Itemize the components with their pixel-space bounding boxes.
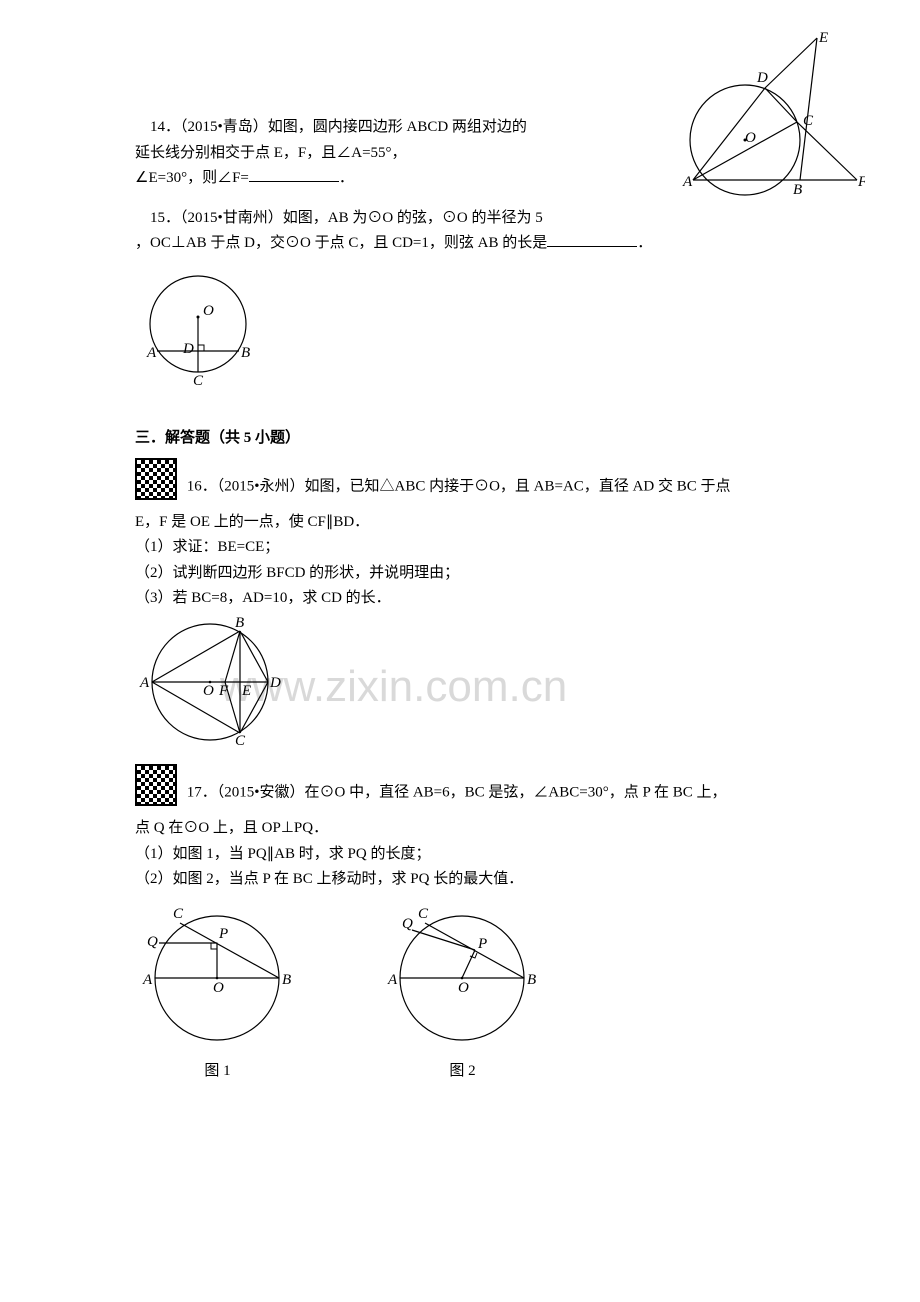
svg-text:D: D [269, 675, 281, 691]
svg-text:O: O [458, 980, 469, 996]
svg-text:A: A [142, 972, 153, 988]
svg-text:O: O [203, 683, 214, 699]
svg-text:F: F [857, 174, 865, 190]
figure-q16: A B C D O F E [135, 617, 285, 757]
svg-text:Q: Q [402, 916, 413, 932]
q15-line1: 15．（2015•甘南州）如图，AB 为⊙O 的弦，⊙O 的半径为 5 [135, 206, 790, 232]
q15-line2-pre: ，OC⊥AB 于点 D，交⊙O 于点 C，且 CD=1，则弦 AB 的长是 [135, 235, 547, 251]
svg-text:F: F [218, 683, 229, 699]
q16-stem-b: E，F 是 OE 上的一点，使 CF∥BD． [135, 510, 790, 536]
svg-text:C: C [803, 113, 814, 129]
svg-text:A: A [146, 345, 157, 361]
svg-text:O: O [203, 303, 214, 319]
q15-line2-post: ． [637, 235, 652, 251]
q16-stem-a: 16．（2015•永州）如图，已知△ABC 内接于⊙O，且 AB=AC，直径 A… [187, 478, 731, 494]
qr-icon [135, 458, 177, 500]
q17-sub1: （1）如图 1，当 PQ∥AB 时，求 PQ 的长度； [135, 842, 790, 868]
svg-text:O: O [213, 980, 224, 996]
svg-text:B: B [241, 345, 250, 361]
svg-text:A: A [387, 972, 398, 988]
q17-stem-b: 点 Q 在⊙O 上，且 OP⊥PQ． [135, 816, 790, 842]
figure-q15: O A B D C [143, 269, 253, 399]
figure-q17-1: A B C O P Q 图 1 [135, 898, 300, 1085]
q16-sub3: （3）若 BC=8，AD=10，求 CD 的长． [135, 586, 790, 612]
svg-text:C: C [235, 733, 246, 747]
question-16: 16．（2015•永州）如图，已知△ABC 内接于⊙O，且 AB=AC，直径 A… [135, 458, 790, 612]
q17-stem-a: 17．（2015•安徽）在⊙O 中，直径 AB=6，BC 是弦，∠ABC=30°… [187, 785, 727, 801]
q14-line3-post: ． [339, 170, 354, 186]
q17-sub2: （2）如图 2，当点 P 在 BC 上移动时，求 PQ 长的最大值． [135, 867, 790, 893]
qr-icon [135, 764, 177, 806]
svg-text:D: D [756, 70, 768, 86]
svg-text:C: C [418, 906, 429, 922]
fig-caption-2: 图 2 [380, 1059, 545, 1085]
svg-text:B: B [235, 617, 244, 631]
figure-q17-2: A B C O P Q 图 2 [380, 898, 545, 1085]
svg-text:Q: Q [147, 934, 158, 950]
svg-text:C: C [193, 373, 204, 389]
q14-line3-pre: ∠E=30°，则∠F= [135, 170, 249, 186]
svg-text:E: E [241, 683, 251, 699]
figure-row-q17: A B C O P Q 图 1 A [135, 898, 790, 1085]
svg-text:C: C [173, 906, 184, 922]
q14-line1: 14．（2015•青岛）如图，圆内接四边形 ABCD 两组对边的 [135, 115, 575, 141]
question-15: 15．（2015•甘南州）如图，AB 为⊙O 的弦，⊙O 的半径为 5 ，OC⊥… [135, 206, 790, 257]
q15-blank [547, 231, 637, 247]
q14-line2: 延长线分别相交于点 E，F，且∠A=55°， [135, 141, 575, 167]
question-14: 14．（2015•青岛）如图，圆内接四边形 ABCD 两组对边的 延长线分别相交… [135, 115, 575, 192]
q14-blank [249, 166, 339, 182]
svg-text:A: A [139, 675, 150, 691]
section-3-title: 三．解答题（共 5 小题） [135, 426, 790, 452]
svg-text:P: P [218, 926, 228, 942]
q16-sub2: （2）试判断四边形 BFCD 的形状，并说明理由； [135, 561, 790, 587]
q14-line3: ∠E=30°，则∠F= ． [135, 166, 575, 192]
fig-caption-1: 图 1 [135, 1059, 300, 1085]
svg-text:B: B [527, 972, 536, 988]
svg-text:E: E [818, 30, 828, 46]
q15-line2: ，OC⊥AB 于点 D，交⊙O 于点 C，且 CD=1，则弦 AB 的长是 ． [135, 231, 790, 257]
svg-text:P: P [477, 936, 487, 952]
svg-text:B: B [282, 972, 291, 988]
svg-text:D: D [182, 341, 194, 357]
svg-text:B: B [793, 182, 802, 198]
question-17: 17．（2015•安徽）在⊙O 中，直径 AB=6，BC 是弦，∠ABC=30°… [135, 764, 790, 893]
q16-sub1: （1）求证：BE=CE； [135, 535, 790, 561]
